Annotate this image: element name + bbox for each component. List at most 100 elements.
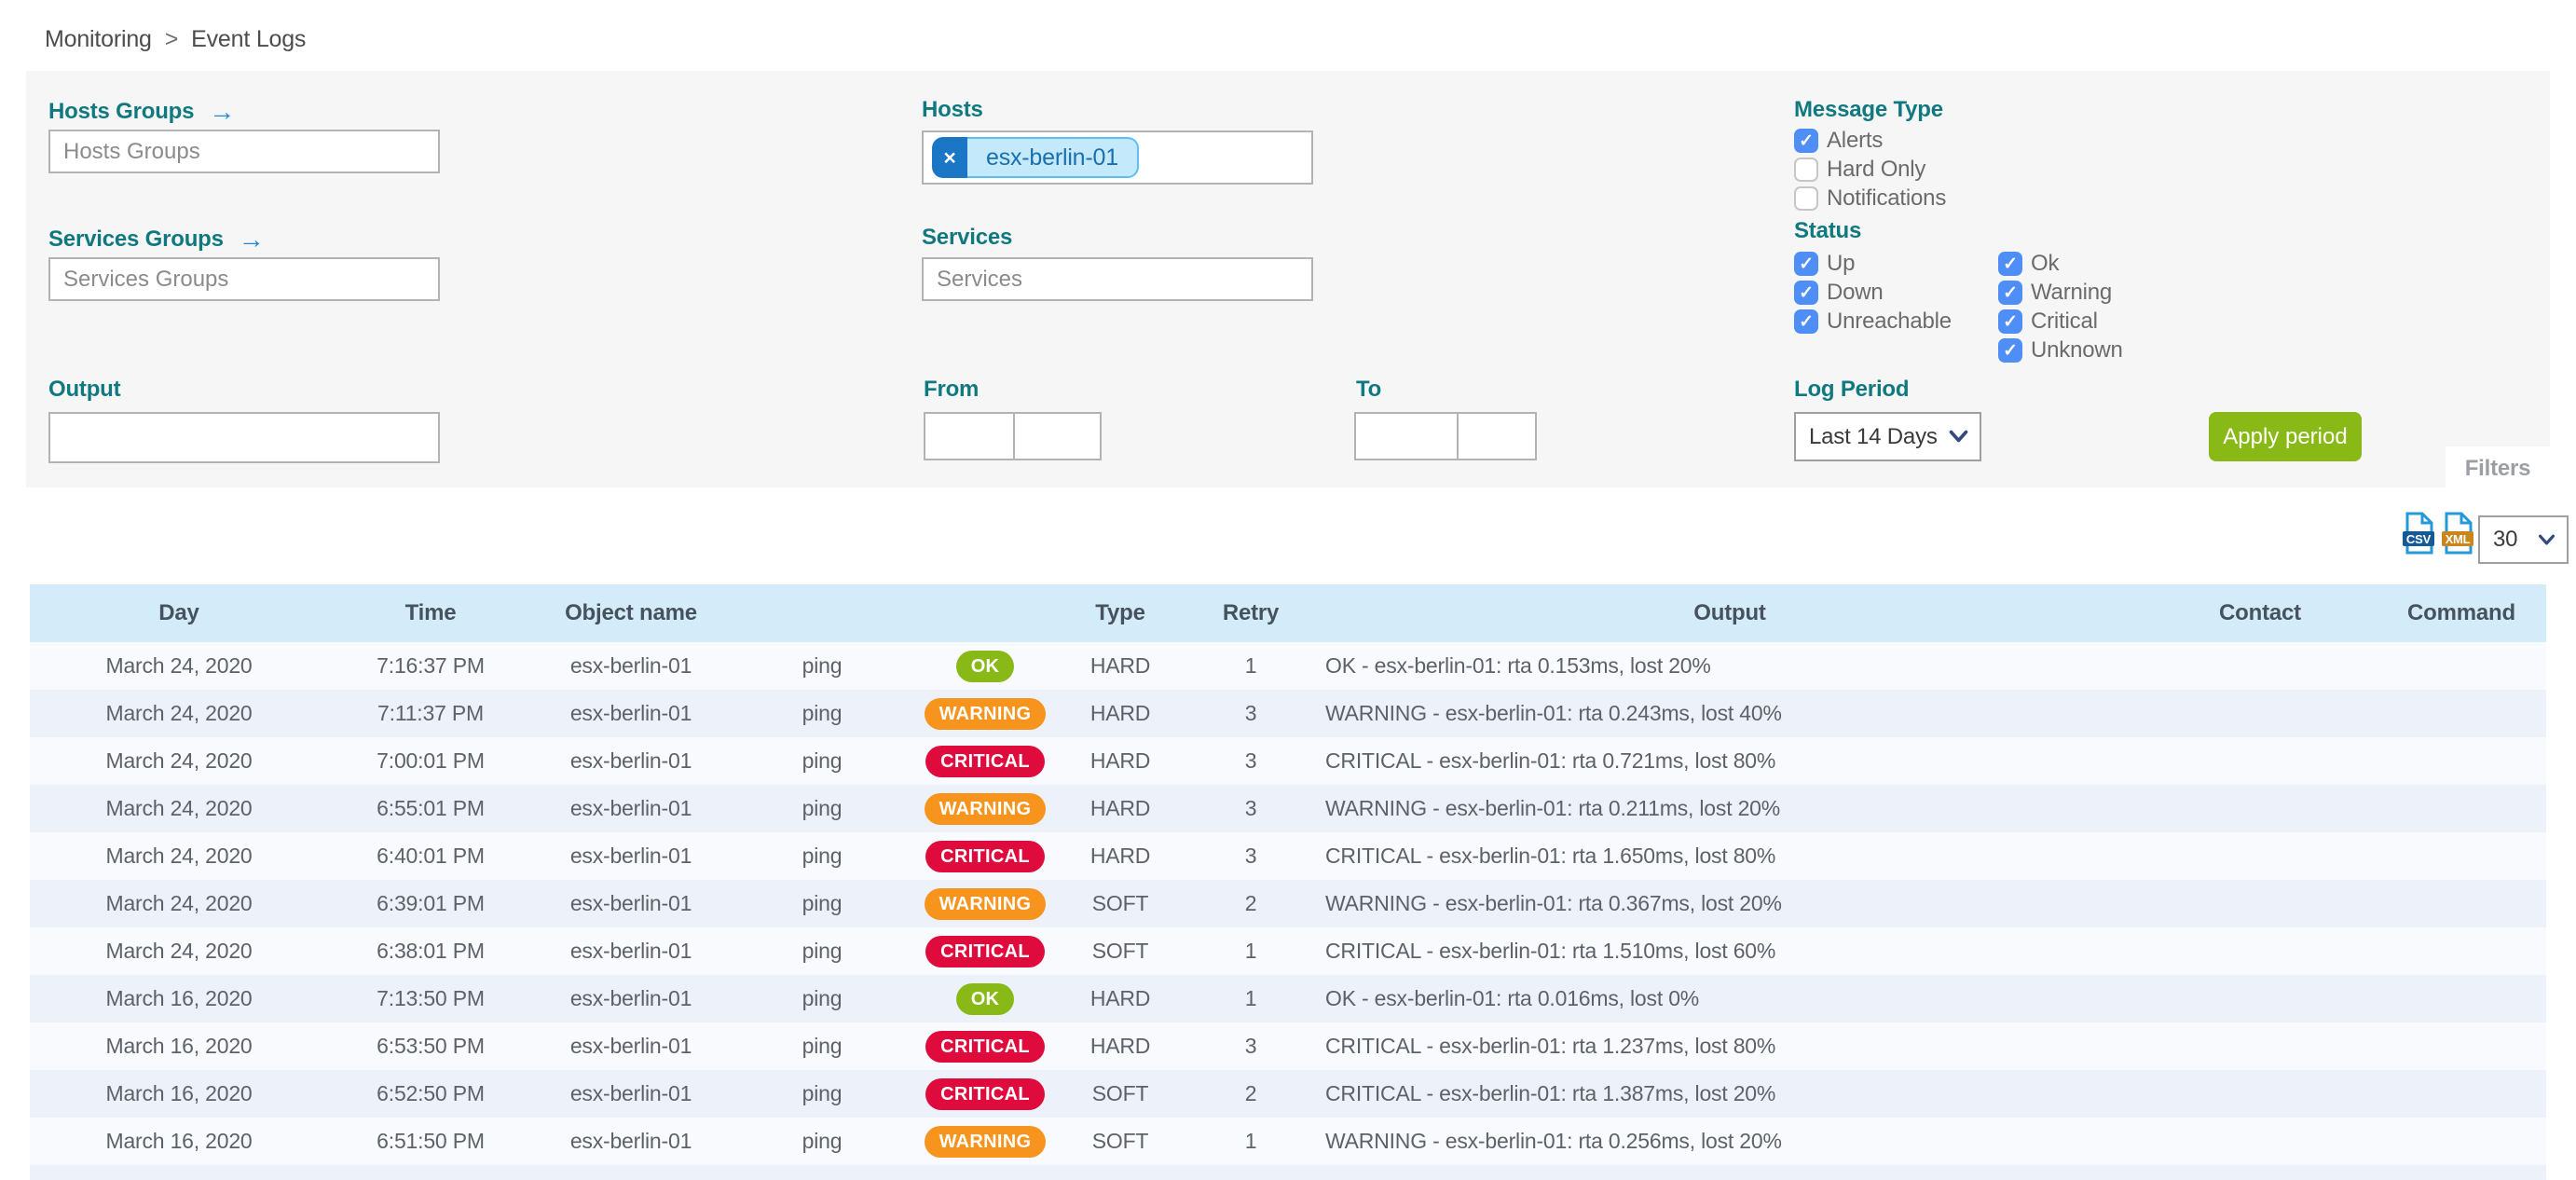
day-cell: March 24, 2020 (105, 701, 253, 725)
checkbox-unreachable[interactable]: Unreachable (1794, 309, 1952, 334)
checkbox-checked-icon[interactable] (1794, 309, 1818, 334)
log-period-select[interactable]: Last 14 Days (1794, 412, 1981, 461)
service-cell: ping (802, 891, 843, 915)
column-header-retry: Retry (1185, 584, 1316, 642)
status-badge: OK (955, 650, 1015, 682)
command-cell (2377, 1118, 2546, 1165)
checkbox-label: Hard Only (1827, 157, 1926, 182)
checkbox-critical[interactable]: Critical (1998, 309, 2123, 334)
checkbox-checked-icon[interactable] (1998, 252, 2022, 276)
output-cell: WARNING - esx-berlin-01: rta 0.256ms, lo… (1325, 1129, 1782, 1153)
checkbox-unknown[interactable]: Unknown (1998, 337, 2123, 363)
from-date-input[interactable] (924, 412, 1015, 460)
type-cell: SOFT (1091, 939, 1149, 963)
service-cell: ping (802, 653, 843, 678)
checkbox-ok[interactable]: Ok (1998, 251, 2123, 276)
export-csv-icon[interactable]: CSV (2401, 512, 2436, 559)
command-cell (2377, 1022, 2546, 1070)
status-label: Status (1794, 218, 1861, 244)
message-type-label-text: Message Type (1794, 97, 1943, 122)
checkbox-warning[interactable]: Warning (1998, 280, 2123, 305)
export-xml-icon[interactable]: XML (2440, 512, 2475, 559)
column-header-time: Time (328, 584, 533, 642)
type-cell: SOFT (1091, 1129, 1149, 1153)
checkbox-unchecked-icon[interactable] (1794, 186, 1818, 211)
hosts-groups-arrow-icon[interactable]: → (209, 97, 236, 126)
status-cell: OK (915, 975, 1055, 1022)
log-period-label: Log Period (1794, 377, 1910, 403)
checkbox-label: Alerts (1827, 128, 1884, 153)
from-label: From (924, 377, 979, 403)
services-input[interactable] (922, 257, 1313, 301)
checkbox-unchecked-icon[interactable] (1794, 158, 1818, 182)
time-cell: 6:51:50 PM (377, 1129, 485, 1153)
time-cell: 7:16:37 PM (377, 653, 485, 678)
status-cell: WARNING (915, 785, 1055, 832)
time-cell: 6:53:50 PM (377, 1034, 485, 1058)
event-row: March 16, 2020 7:13:50 PM esx-berlin-01 pin… (30, 975, 2546, 1022)
from-time-input[interactable] (1013, 412, 1102, 460)
checkbox-checked-icon[interactable] (1794, 252, 1818, 276)
retry-cell: 3 (1244, 844, 1257, 868)
column-header-service (729, 584, 915, 642)
output-cell: CRITICAL - esx-berlin-01: rta 1.650ms, l… (1325, 844, 1776, 868)
output-input[interactable] (48, 412, 440, 463)
output-cell: CRITICAL - esx-berlin-01: rta 1.510ms, l… (1325, 939, 1776, 963)
status-badge: WARNING (924, 1125, 1047, 1158)
checkbox-hard-only[interactable]: Hard Only (1794, 157, 1946, 182)
day-cell: March 24, 2020 (105, 653, 253, 678)
checkbox-checked-icon[interactable] (1998, 309, 2022, 334)
checkbox-label: Down (1827, 280, 1884, 305)
checkbox-notifications[interactable]: Notifications (1794, 185, 1946, 211)
contact-cell (2144, 880, 2377, 927)
services-groups-arrow-icon[interactable]: → (238, 225, 265, 254)
services-label-text: Services (922, 225, 1013, 250)
time-cell: 6:40:01 PM (377, 844, 485, 868)
status-badge: CRITICAL (925, 1030, 1045, 1063)
page-size-select[interactable]: 30 (2478, 515, 2569, 564)
checkbox-down[interactable]: Down (1794, 280, 1952, 305)
contact-cell (2144, 737, 2377, 785)
checkbox-label: Critical (2031, 309, 2098, 334)
status-badge: CRITICAL (925, 745, 1045, 777)
type-cell: SOFT (1091, 891, 1149, 915)
time-cell: 7:11:37 PM (377, 701, 484, 725)
retry-cell: 1 (1244, 1129, 1257, 1153)
retry-cell: 3 (1244, 796, 1257, 820)
chip-label: esx-berlin-01 (967, 137, 1139, 178)
status-label-text: Status (1794, 218, 1862, 243)
object-cell: esx-berlin-01 (569, 796, 692, 820)
checkbox-alerts[interactable]: Alerts (1794, 128, 1946, 153)
event-row: March 24, 2020 7:16:37 PM esx-berlin-01 pin… (30, 642, 2546, 690)
services-label: Services (922, 225, 1012, 251)
object-cell: esx-berlin-01 (569, 891, 692, 915)
type-cell: HARD (1089, 796, 1151, 820)
chip-remove-icon[interactable]: × (932, 137, 967, 178)
status-cell: CRITICAL (915, 1022, 1055, 1070)
filters-toggle[interactable]: Filters (2446, 446, 2550, 491)
hosts-groups-input[interactable] (48, 130, 440, 173)
status-badge: WARNING (924, 887, 1047, 920)
to-time-input[interactable] (1457, 412, 1537, 460)
status-cell: WARNING (915, 690, 1055, 737)
services-groups-input[interactable] (48, 257, 440, 301)
apply-period-button[interactable]: Apply period (2209, 412, 2362, 461)
checkbox-checked-icon[interactable] (1794, 281, 1818, 305)
hosts-input[interactable]: × esx-berlin-01 (922, 130, 1313, 185)
breadcrumb-section[interactable]: Monitoring (45, 26, 152, 52)
breadcrumb-separator-icon: > (164, 26, 179, 52)
breadcrumb: Monitoring > Event Logs (0, 0, 2576, 71)
service-cell: ping (802, 844, 843, 868)
to-date-input[interactable] (1354, 412, 1459, 460)
column-header-command: Command (2377, 584, 2546, 642)
object-cell: esx-berlin-01 (569, 844, 692, 868)
filter-panel: Hosts Groups → Services Groups → Output … (26, 71, 2550, 491)
contact-cell (2144, 1070, 2377, 1118)
svg-text:XML: XML (2446, 532, 2471, 546)
service-cell: ping (802, 701, 843, 725)
checkbox-checked-icon[interactable] (1998, 281, 2022, 305)
checkbox-checked-icon[interactable] (1998, 338, 2022, 363)
checkbox-up[interactable]: Up (1794, 251, 1952, 276)
chevron-down-icon (1949, 430, 1968, 443)
checkbox-checked-icon[interactable] (1794, 129, 1818, 153)
